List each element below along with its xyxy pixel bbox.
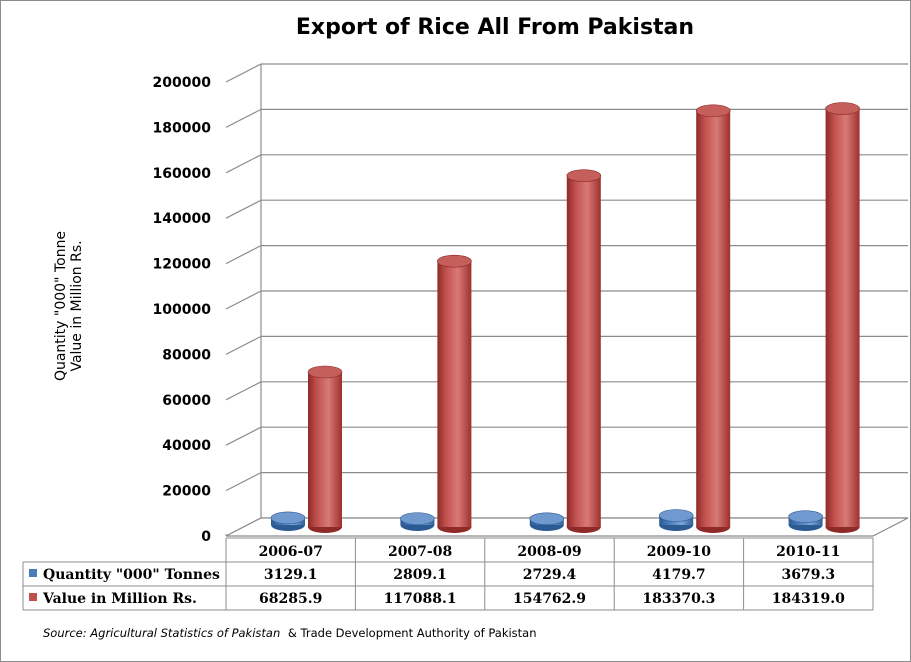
legend-swatch bbox=[29, 593, 37, 601]
y-tick-label: 180000 bbox=[153, 120, 212, 136]
bar-top-cap bbox=[566, 169, 602, 182]
bar-body bbox=[825, 108, 860, 527]
y-tick-label: 100000 bbox=[153, 302, 212, 318]
bar-top-cap bbox=[658, 509, 694, 522]
bar-body bbox=[696, 110, 731, 527]
y-tick-label: 20000 bbox=[162, 484, 211, 500]
gridline-side bbox=[225, 426, 262, 446]
bar-quantity bbox=[529, 512, 565, 531]
data-label: 2729.4 bbox=[523, 567, 577, 583]
bar-body bbox=[437, 261, 472, 527]
bar-value bbox=[437, 254, 472, 533]
data-label: 117088.1 bbox=[384, 591, 457, 607]
x-tick-label: 2008-09 bbox=[517, 544, 581, 560]
y-tick-label: 80000 bbox=[162, 347, 211, 363]
y-tick-label: 140000 bbox=[153, 211, 212, 227]
legend-label: Value in Million Rs. bbox=[42, 591, 197, 607]
gridline-side bbox=[225, 290, 262, 310]
bar-top-cap bbox=[695, 104, 731, 118]
data-label: 68285.9 bbox=[259, 591, 322, 607]
bar-top-cap bbox=[825, 102, 860, 115]
data-label: 184319.0 bbox=[772, 591, 845, 607]
data-label: 3679.3 bbox=[782, 567, 836, 583]
y-axis-label-line2: Value in Million Rs. bbox=[69, 240, 85, 371]
gridline-side bbox=[225, 381, 262, 401]
bar-value bbox=[695, 104, 731, 533]
legend-label: Quantity "000" Tonnes bbox=[43, 567, 220, 583]
y-axis-ticks: 0 20000 40000 60000 80000 100000 120000 140000 1… bbox=[153, 75, 212, 545]
x-tick-label: 2007-08 bbox=[388, 544, 452, 560]
data-label: 4179.7 bbox=[652, 567, 706, 583]
source-label: Source: bbox=[43, 626, 87, 640]
data-label: 154762.9 bbox=[513, 591, 586, 607]
source-italic-text: Agricultural Statistics of Pakistan bbox=[89, 626, 280, 640]
gridline-side bbox=[225, 245, 262, 265]
bar-quantity bbox=[270, 511, 306, 531]
gridline-side bbox=[225, 108, 262, 128]
gridline-side bbox=[225, 472, 262, 492]
legend-swatch bbox=[29, 569, 37, 577]
gridline-side bbox=[225, 63, 262, 83]
chart-title: Export of Rice All From Pakistan bbox=[296, 15, 694, 40]
bar-top-cap bbox=[529, 512, 565, 526]
y-tick-label: 40000 bbox=[162, 438, 211, 454]
x-tick-label: 2006-07 bbox=[259, 544, 323, 560]
data-label: 2809.1 bbox=[393, 567, 447, 583]
bar-body bbox=[308, 371, 342, 527]
bars bbox=[270, 102, 860, 533]
x-tick-label: 2009-10 bbox=[647, 544, 712, 560]
y-tick-label: 60000 bbox=[162, 393, 211, 409]
bar-top-cap bbox=[307, 365, 343, 379]
bar-top-cap bbox=[437, 254, 472, 268]
bar-quantity bbox=[658, 509, 694, 531]
y-tick-label: 200000 bbox=[153, 75, 212, 91]
source-normal-text: & Trade Development Authority of Pakista… bbox=[288, 626, 537, 640]
bar-value bbox=[566, 169, 602, 533]
bar-value bbox=[825, 102, 860, 533]
bar-body bbox=[566, 175, 601, 527]
y-axis-label-line1: Quantity "000" Tonne bbox=[53, 231, 69, 381]
bar-quantity bbox=[400, 512, 435, 531]
bar-top-cap bbox=[400, 512, 435, 525]
gridline-side bbox=[225, 335, 262, 355]
data-table: 2006-07 2007-08 2008-09 2009-10 2010-11 Quant… bbox=[22, 537, 874, 611]
gridline-side bbox=[225, 199, 262, 219]
data-label: 183370.3 bbox=[642, 591, 715, 607]
bar-value bbox=[307, 365, 343, 533]
y-tick-label: 120000 bbox=[153, 257, 212, 273]
bar-quantity bbox=[788, 510, 823, 531]
bar-top-cap bbox=[788, 510, 823, 523]
y-tick-label: 160000 bbox=[153, 166, 212, 182]
source-note: Source: Agricultural Statistics of Pakis… bbox=[43, 626, 537, 640]
bar-top-cap bbox=[270, 511, 306, 525]
x-tick-label: 2010-11 bbox=[776, 544, 840, 560]
gridline-side bbox=[225, 154, 262, 174]
y-tick-label: 0 bbox=[201, 529, 211, 545]
data-label: 3129.1 bbox=[264, 567, 318, 583]
